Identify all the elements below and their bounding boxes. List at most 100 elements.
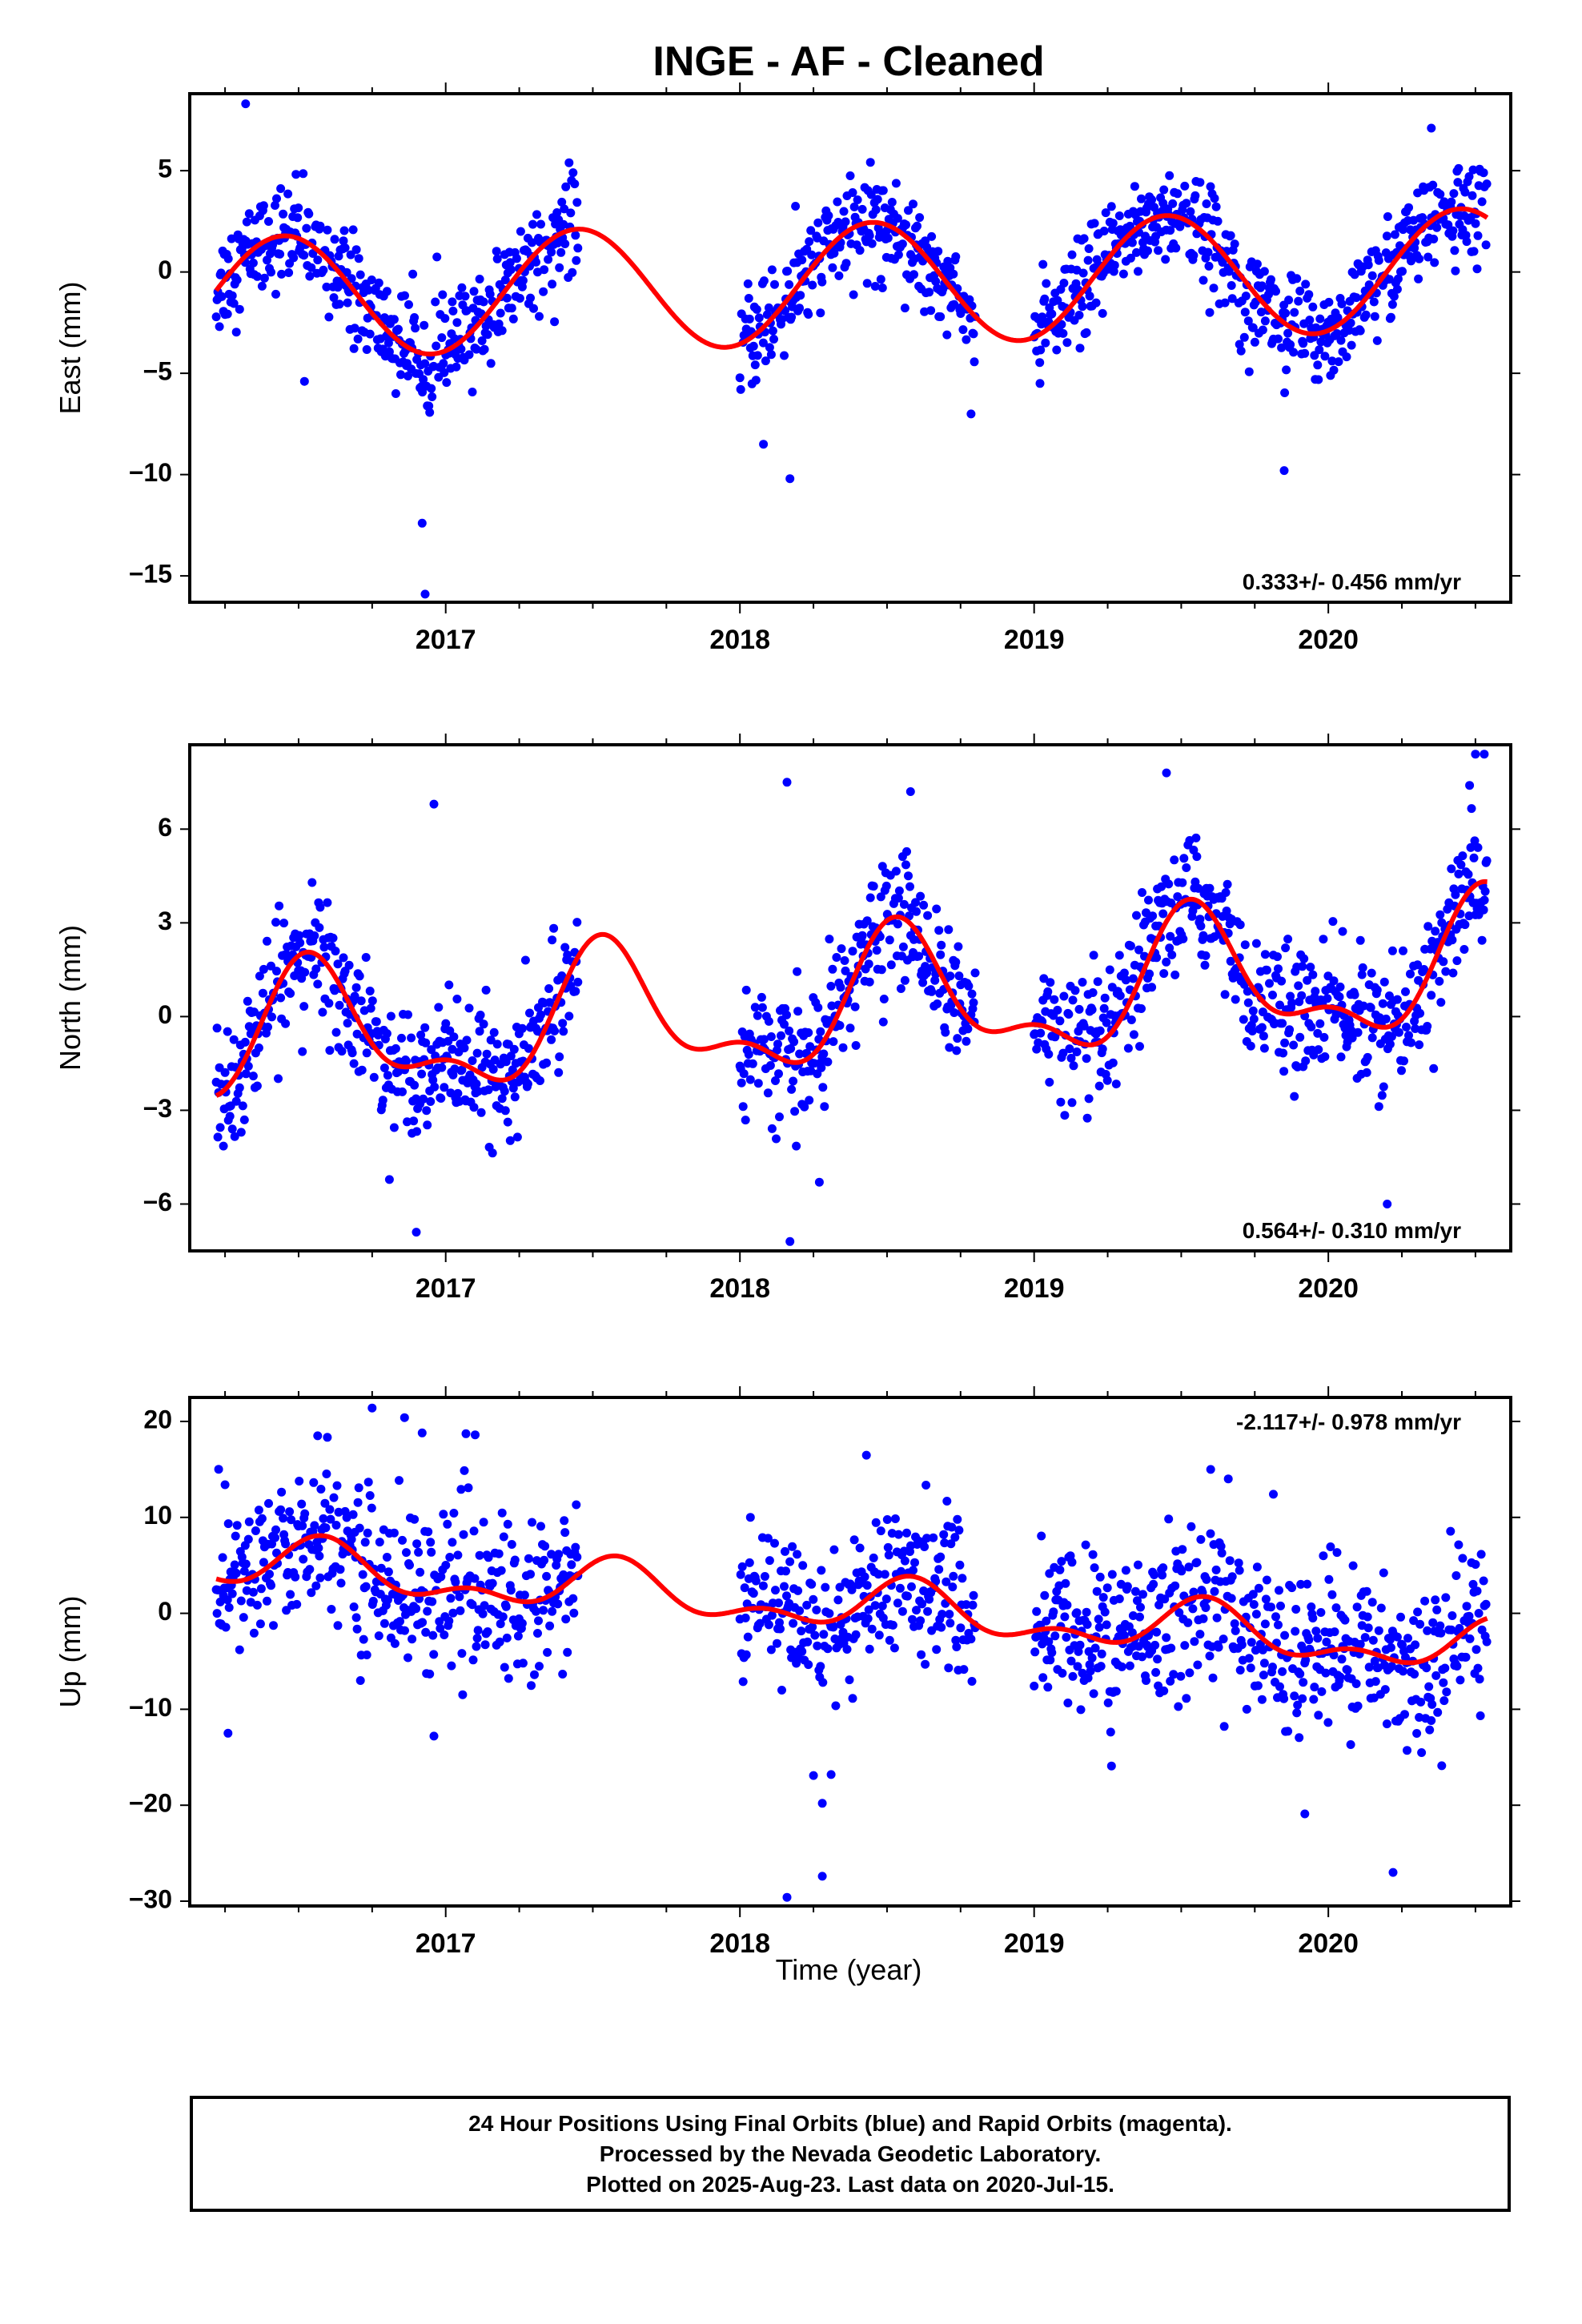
north-data-point <box>271 918 280 927</box>
north-data-point <box>398 1087 407 1096</box>
north-data-point <box>1278 1019 1287 1028</box>
east-data-point <box>442 378 452 388</box>
up-data-point <box>1411 1640 1420 1650</box>
up-data-point <box>1440 1663 1450 1673</box>
up-data-point <box>1100 1607 1110 1617</box>
up-data-point <box>1160 1594 1170 1604</box>
up-data-point <box>498 1612 508 1622</box>
east-data-point <box>469 287 479 296</box>
north-data-point <box>864 959 873 969</box>
up-data-point <box>1431 1595 1440 1605</box>
north-data-point <box>349 1059 359 1068</box>
up-data-point <box>502 1633 512 1642</box>
up-data-point <box>1242 1704 1251 1714</box>
north-data-point <box>922 968 932 978</box>
east-data-point <box>765 343 774 352</box>
up-data-point <box>1102 1620 1111 1630</box>
up-data-point <box>269 1621 278 1630</box>
up-y-tick-label: 0 <box>158 1597 172 1626</box>
up-data-point <box>425 1669 435 1679</box>
up-data-point <box>480 1640 490 1650</box>
up-data-point <box>500 1663 509 1672</box>
north-data-point <box>497 1094 507 1104</box>
up-data-point <box>1371 1677 1380 1687</box>
north-data-point <box>295 931 304 940</box>
north-data-point <box>1335 992 1344 1002</box>
up-data-point <box>282 1606 291 1615</box>
east-data-point <box>232 275 242 284</box>
east-data-point <box>516 227 525 236</box>
north-data-point <box>1126 941 1135 951</box>
up-data-point <box>1158 1563 1168 1573</box>
north-outlier-point <box>1383 1200 1392 1208</box>
east-data-point <box>1271 287 1280 296</box>
up-data-point <box>513 1631 523 1641</box>
up-data-point <box>1134 1560 1142 1570</box>
up-data-point <box>1292 1708 1302 1718</box>
up-data-point <box>1047 1648 1057 1658</box>
north-data-point <box>554 1068 564 1077</box>
up-data-point <box>235 1645 244 1655</box>
up-data-point <box>1331 1603 1341 1613</box>
up-data-point <box>414 1547 424 1557</box>
north-data-point <box>337 1047 347 1056</box>
up-data-point <box>436 1572 446 1582</box>
north-data-point <box>571 987 580 996</box>
north-data-point <box>1196 921 1206 931</box>
east-data-point <box>572 198 582 207</box>
north-data-point <box>367 996 377 1006</box>
up-data-point <box>763 1534 773 1543</box>
up-data-point <box>813 1641 822 1651</box>
east-data-point <box>1451 266 1460 275</box>
up-data-point <box>939 1530 949 1539</box>
north-data-point <box>869 882 878 891</box>
up-data-point <box>1435 1621 1445 1630</box>
north-data-point <box>357 1065 367 1075</box>
north-data-point <box>229 1035 239 1044</box>
up-data-point <box>922 1534 932 1543</box>
up-data-point <box>256 1584 266 1594</box>
north-data-point <box>389 1123 399 1132</box>
up-data-point <box>1199 1614 1208 1623</box>
north-data-point <box>254 1043 263 1052</box>
east-data-point <box>424 401 434 411</box>
up-data-point <box>1088 1550 1098 1559</box>
up-data-point <box>760 1572 769 1581</box>
east-data-point <box>568 267 577 277</box>
east-data-point <box>452 362 461 372</box>
east-data-point <box>934 247 943 256</box>
up-data-point <box>446 1594 456 1603</box>
east-data-point <box>1482 179 1492 189</box>
north-data-point <box>1436 998 1446 1007</box>
north-data-point <box>823 1057 833 1067</box>
up-data-point <box>1479 1576 1488 1586</box>
east-data-point <box>1202 199 1211 208</box>
north-data-point <box>506 1051 516 1061</box>
east-data-point <box>257 281 267 291</box>
up-data-point <box>952 1642 962 1651</box>
east-data-point <box>1248 323 1258 332</box>
north-data-point <box>1239 1015 1248 1024</box>
up-data-point <box>946 1618 955 1628</box>
north-data-point <box>410 1080 420 1090</box>
up-data-point <box>214 1465 223 1474</box>
east-data-point <box>901 220 910 230</box>
north-data-point <box>919 900 929 910</box>
north-data-point <box>891 866 901 876</box>
north-data-point <box>827 1001 837 1011</box>
up-data-point <box>560 1516 569 1526</box>
north-data-point <box>1314 1045 1323 1055</box>
north-data-point <box>1164 879 1174 889</box>
up-data-point <box>1050 1631 1060 1641</box>
east-data-point <box>1052 345 1062 355</box>
north-data-point <box>1385 1039 1395 1049</box>
east-data-point <box>891 179 901 188</box>
up-data-point <box>1042 1616 1051 1626</box>
up-data-point <box>543 1647 552 1657</box>
up-data-point <box>1149 1579 1158 1589</box>
up-data-point <box>231 1569 241 1578</box>
east-data-point <box>1372 336 1382 345</box>
north-data-point <box>1482 856 1492 866</box>
east-data-point <box>1314 375 1323 384</box>
